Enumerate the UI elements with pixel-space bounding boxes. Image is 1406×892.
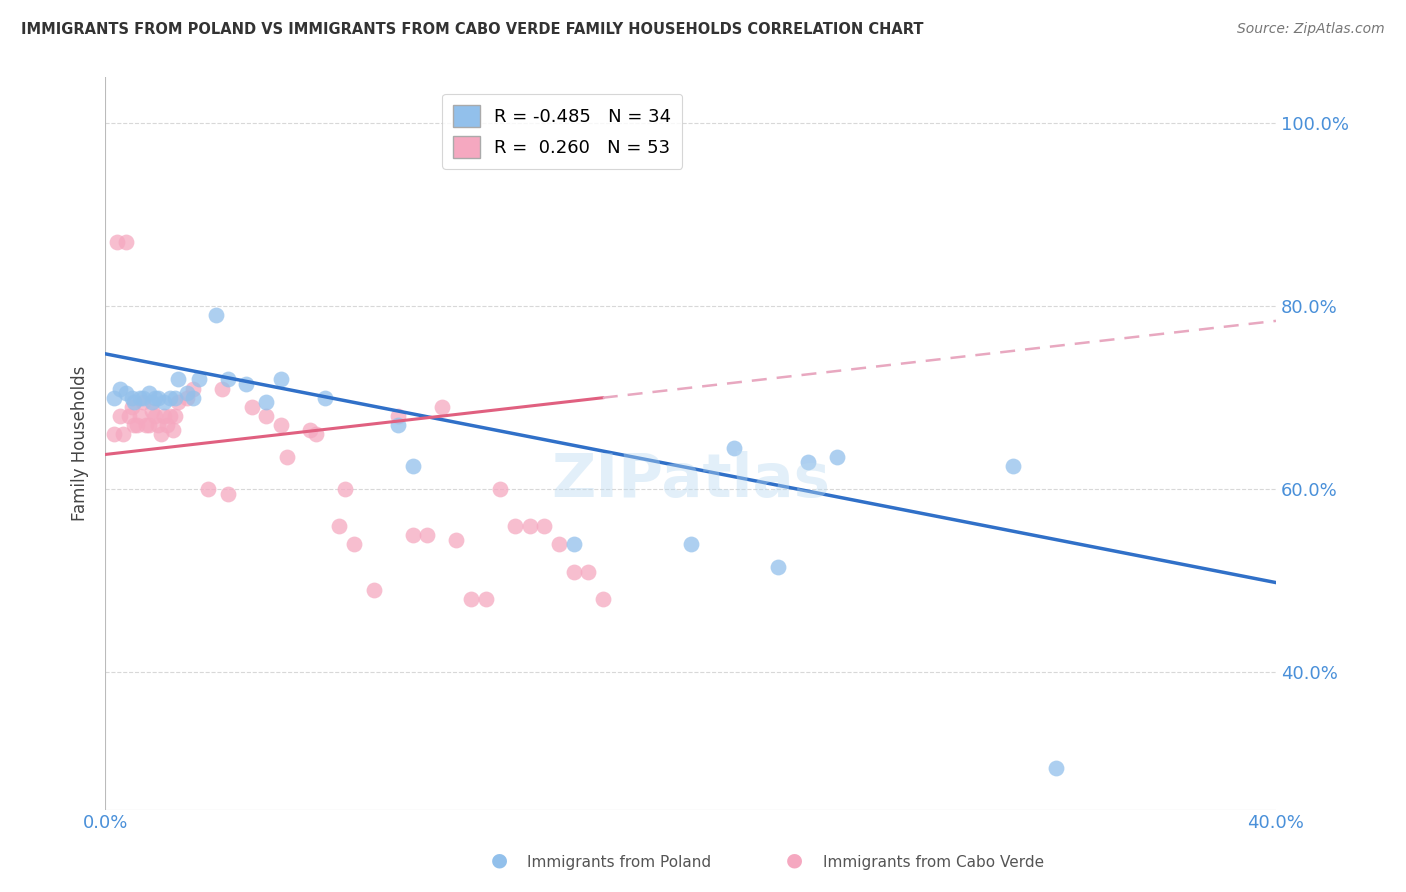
- Y-axis label: Family Households: Family Households: [72, 366, 89, 521]
- Point: [143, 391, 166, 405]
- Point: [519, 519, 541, 533]
- Point: [146, 391, 169, 405]
- Point: [328, 519, 350, 533]
- Point: [240, 400, 263, 414]
- Point: [132, 395, 155, 409]
- Point: [335, 482, 357, 496]
- Point: [159, 409, 181, 423]
- Point: [108, 409, 131, 423]
- Point: [576, 565, 599, 579]
- Point: [156, 418, 179, 433]
- Point: [197, 482, 219, 496]
- Point: [146, 418, 169, 433]
- Point: [235, 377, 257, 392]
- Point: [387, 418, 409, 433]
- Point: [430, 400, 453, 414]
- Point: [108, 382, 131, 396]
- Point: [121, 391, 143, 405]
- Point: [129, 409, 152, 423]
- Point: [165, 391, 187, 405]
- Point: [825, 450, 848, 465]
- Point: [152, 395, 174, 409]
- Point: [176, 386, 198, 401]
- Point: [305, 427, 328, 442]
- Text: ZIPatlas: ZIPatlas: [551, 450, 830, 509]
- Point: [547, 537, 569, 551]
- Point: [401, 528, 423, 542]
- Point: [167, 395, 190, 409]
- Point: [181, 382, 204, 396]
- Point: [401, 459, 423, 474]
- Point: [474, 592, 496, 607]
- Point: [162, 423, 184, 437]
- Point: [416, 528, 439, 542]
- Point: [187, 372, 209, 386]
- Point: [124, 418, 146, 433]
- Point: [562, 537, 585, 551]
- Point: [796, 455, 818, 469]
- Point: [129, 391, 152, 405]
- Text: IMMIGRANTS FROM POLAND VS IMMIGRANTS FROM CABO VERDE FAMILY HOUSEHOLDS CORRELATI: IMMIGRANTS FROM POLAND VS IMMIGRANTS FRO…: [21, 22, 924, 37]
- Point: [159, 391, 181, 405]
- Point: [121, 400, 143, 414]
- Point: [111, 427, 134, 442]
- Text: ●: ●: [786, 851, 803, 870]
- Point: [768, 560, 790, 574]
- Point: [562, 565, 585, 579]
- Point: [343, 537, 366, 551]
- Point: [127, 418, 149, 433]
- Text: Immigrants from Poland: Immigrants from Poland: [527, 855, 711, 870]
- Point: [270, 418, 292, 433]
- Point: [114, 235, 136, 249]
- Point: [314, 391, 336, 405]
- Text: Source: ZipAtlas.com: Source: ZipAtlas.com: [1237, 22, 1385, 37]
- Point: [270, 372, 292, 386]
- Point: [165, 409, 187, 423]
- Legend: R = -0.485   N = 34, R =  0.260   N = 53: R = -0.485 N = 34, R = 0.260 N = 53: [441, 94, 682, 169]
- Point: [117, 409, 139, 423]
- Point: [103, 391, 125, 405]
- Point: [533, 519, 555, 533]
- Point: [489, 482, 512, 496]
- Point: [138, 386, 160, 401]
- Point: [141, 395, 163, 409]
- Point: [1001, 459, 1024, 474]
- Point: [105, 235, 128, 249]
- Point: [1045, 761, 1067, 775]
- Point: [138, 418, 160, 433]
- Point: [299, 423, 322, 437]
- Point: [114, 386, 136, 401]
- Text: ●: ●: [491, 851, 508, 870]
- Point: [181, 391, 204, 405]
- Point: [460, 592, 482, 607]
- Point: [723, 441, 745, 455]
- Point: [103, 427, 125, 442]
- Point: [167, 372, 190, 386]
- Point: [592, 592, 614, 607]
- Point: [132, 391, 155, 405]
- Point: [446, 533, 468, 547]
- Point: [141, 404, 163, 418]
- Text: Immigrants from Cabo Verde: Immigrants from Cabo Verde: [823, 855, 1043, 870]
- Point: [363, 582, 385, 597]
- Point: [149, 427, 172, 442]
- Point: [143, 409, 166, 423]
- Point: [152, 409, 174, 423]
- Point: [217, 372, 239, 386]
- Point: [135, 418, 157, 433]
- Point: [217, 487, 239, 501]
- Point: [276, 450, 298, 465]
- Point: [679, 537, 702, 551]
- Point: [254, 409, 277, 423]
- Point: [124, 395, 146, 409]
- Point: [503, 519, 526, 533]
- Point: [205, 309, 228, 323]
- Point: [176, 391, 198, 405]
- Point: [254, 395, 277, 409]
- Point: [387, 409, 409, 423]
- Point: [211, 382, 233, 396]
